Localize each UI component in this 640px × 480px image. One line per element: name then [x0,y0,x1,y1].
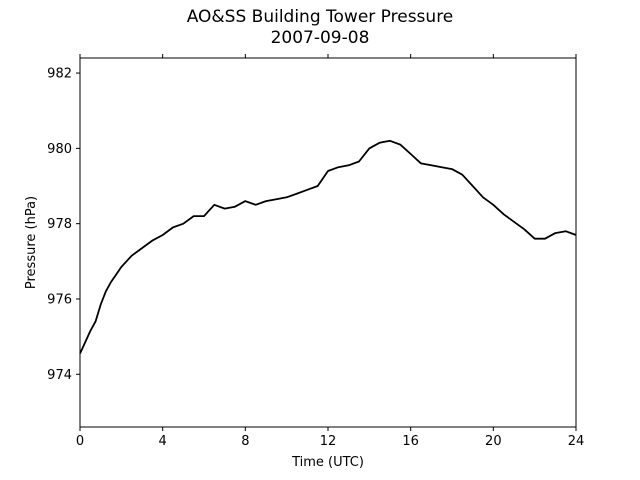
chart-subtitle: 2007-09-08 [270,28,370,48]
y-tick-label: 980 [47,142,72,157]
plot-frame [79,57,577,428]
chart-title: AO&SS Building Tower Pressure [186,7,454,27]
y-axis-label: Pressure (hPa) [24,196,39,289]
x-tick-label: 20 [485,434,502,449]
x-tick-label: 0 [76,434,84,449]
pressure-series-line [79,139,577,354]
y-tick-label: 976 [47,292,72,307]
x-tick-label: 4 [159,434,167,449]
x-tick-label: 24 [568,434,585,449]
x-tick-label: 12 [320,434,337,449]
axis-ticks [76,54,577,431]
y-tick-label: 978 [47,217,72,232]
y-tick-label: 982 [47,67,72,82]
x-axis-label: Time (UTC) [291,455,364,470]
y-tick-label: 974 [47,368,72,383]
x-tick-label: 16 [402,434,419,449]
tick-labels: 0 4 8 12 16 20 24 974 976 978 980 982 [47,67,584,449]
x-tick-label: 8 [241,434,249,449]
